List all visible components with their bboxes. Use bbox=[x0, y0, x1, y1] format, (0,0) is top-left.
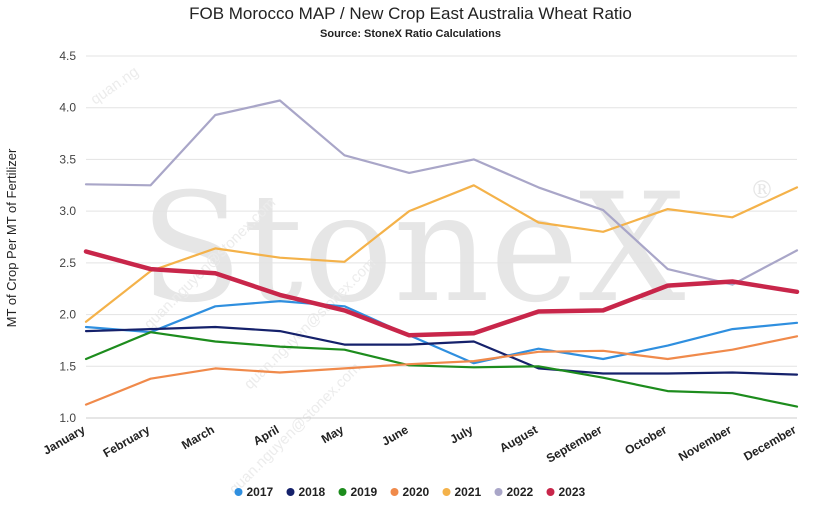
y-axis-label: MT of Crop Per MT of Fertilizer bbox=[4, 148, 19, 327]
legend-marker bbox=[390, 488, 399, 496]
chart-subtitle: Source: StoneX Ratio Calculations bbox=[320, 28, 501, 40]
legend-label: 2018 bbox=[299, 485, 326, 499]
x-tick-label: May bbox=[319, 422, 346, 446]
legend-item-2022[interactable]: 2022 bbox=[494, 485, 534, 499]
series-lines bbox=[83, 99, 800, 408]
legend-item-2020[interactable]: 2020 bbox=[390, 485, 430, 499]
x-tick-label: December bbox=[741, 422, 799, 463]
legend-marker bbox=[442, 488, 451, 496]
x-tick-label: November bbox=[676, 422, 734, 464]
y-tick-label: 4.5 bbox=[59, 49, 76, 63]
legend-marker bbox=[234, 488, 243, 496]
x-tick-label: August bbox=[497, 422, 540, 455]
watermark-logo: StoneX bbox=[140, 162, 686, 336]
y-tick-label: 1.5 bbox=[59, 359, 76, 373]
legend-label: 2020 bbox=[403, 485, 430, 499]
watermark: StoneX ® bbox=[140, 162, 774, 336]
series-line-2017 bbox=[84, 300, 799, 365]
x-tick-label: July bbox=[448, 422, 476, 446]
legend-marker bbox=[286, 488, 295, 496]
y-tick-label: 4.0 bbox=[59, 101, 76, 115]
x-tick-label: February bbox=[101, 422, 153, 460]
series-line-2018 bbox=[84, 325, 799, 376]
legend-item-2018[interactable]: 2018 bbox=[286, 485, 326, 499]
legend-label: 2023 bbox=[559, 485, 586, 499]
y-tick-label: 2.5 bbox=[59, 256, 76, 270]
series-line-2021 bbox=[84, 184, 799, 323]
y-axis-ticks: 1.0 1.5 2.0 2.5 3.0 3.5 4.0 4.5 bbox=[59, 49, 76, 425]
legend-label: 2019 bbox=[351, 485, 378, 499]
legend-item-2021[interactable]: 2021 bbox=[442, 485, 482, 499]
x-tick-label: March bbox=[179, 422, 217, 452]
x-tick-label: January bbox=[41, 422, 88, 457]
y-tick-label: 3.0 bbox=[59, 204, 76, 218]
y-tick-label: 2.0 bbox=[59, 308, 76, 322]
series-line-2022 bbox=[84, 99, 799, 286]
legend: 2017 2018 2019 2020 2021 2022 2023 bbox=[234, 485, 586, 499]
series-line-2019 bbox=[84, 331, 799, 408]
y-tick-label: 3.5 bbox=[59, 152, 76, 166]
chart-title: FOB Morocco MAP / New Crop East Australi… bbox=[189, 4, 632, 23]
x-tick-label: June bbox=[379, 422, 411, 448]
legend-item-2017[interactable]: 2017 bbox=[234, 485, 274, 499]
legend-marker bbox=[338, 488, 347, 496]
x-tick-label: September bbox=[544, 422, 605, 465]
legend-item-2019[interactable]: 2019 bbox=[338, 485, 378, 499]
legend-label: 2021 bbox=[455, 485, 482, 499]
legend-label: 2017 bbox=[247, 485, 274, 499]
legend-marker bbox=[494, 488, 503, 496]
watermark-email: quan.ng bbox=[88, 63, 142, 108]
series-line-2023 bbox=[83, 249, 800, 338]
series-line-2020 bbox=[84, 335, 799, 406]
legend-marker bbox=[546, 488, 555, 496]
legend-item-2023[interactable]: 2023 bbox=[546, 485, 586, 499]
legend-label: 2022 bbox=[507, 485, 534, 499]
y-tick-label: 1.0 bbox=[59, 411, 76, 425]
x-axis-ticks: January February March April May June July Augu… bbox=[41, 422, 799, 465]
x-tick-label: October bbox=[622, 422, 669, 457]
